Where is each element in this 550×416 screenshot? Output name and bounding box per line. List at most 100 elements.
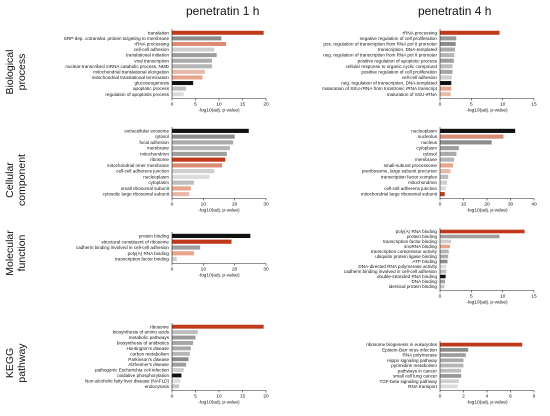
category-label: carbon metabolism [130,351,169,356]
category-label: identical protein binding [389,284,438,289]
bar [440,274,446,279]
bar [440,58,454,63]
category-label: nucleoplasm [411,128,437,133]
category-label: cytoplasm [416,146,437,151]
category-label: cytosolic large ribosomal subunit [103,192,170,197]
category-label: rRNA processing [403,30,438,35]
x-tick-label: 20 [484,202,490,208]
category-label: membrane [147,146,169,151]
category-label: maturation of SSU-rRNA from tricistronic… [322,86,438,91]
bar [440,374,462,378]
category-label: mitochondrial large ribosomal subunit [361,192,438,197]
category-label: mitochondrion [408,180,437,185]
category-label: oxidative phosphorylation [117,373,169,378]
bar [440,284,445,289]
column-title-4h: penetratin 4 h [418,4,492,18]
bar [172,140,234,145]
x-tick-label: 0 [439,102,442,108]
x-tick-label: 0 [171,202,174,208]
bar [172,257,177,262]
bar [172,346,191,351]
x-tick-label: 10 [216,102,222,108]
category-label: endocytosis [145,384,170,389]
category-label: cytosol [155,134,169,139]
category-label: gluconeogenesis [135,81,170,86]
bar [440,157,455,162]
bar [172,362,187,367]
bar [440,134,504,139]
bar [172,86,187,91]
x-tick-label: 5 [470,102,473,108]
bar [172,192,190,197]
bar [440,180,448,185]
category-label: Epstein-Barr virus infection [382,347,437,352]
category-label: transcription factor complex [381,174,438,179]
bar [172,351,190,356]
category-label: regulation of apoptosis process [105,92,169,97]
bar [440,86,452,91]
category-label: positive regulation of apoptotic process [358,58,438,63]
bar [440,347,469,352]
bar [440,269,447,274]
x-tick-label: 0 [171,267,174,273]
bar [440,384,458,389]
bar [440,81,452,86]
x-tick-label: 10 [500,102,506,108]
category-label: pos. regulation of transcription from RN… [323,42,437,47]
category-label: small-subunit processome [384,163,438,168]
bar [172,341,194,345]
bar [440,259,448,264]
category-label: Parkinson's disease [128,357,169,362]
bar [440,192,445,197]
category-label: ribosome [150,324,169,329]
category-label: TGF-beta signaling pathway [380,379,438,384]
bar [172,146,230,151]
x-tick-label: 5 [470,294,473,300]
x-tick-label: 30 [263,267,269,273]
category-label: ribosome [150,157,169,162]
bar [440,64,453,69]
category-label: snoRNA binding [404,244,437,249]
x-tick-label: 40 [531,202,537,208]
category-label: RNA polymerase [403,353,438,358]
x-tick-label: 10 [500,294,506,300]
category-label: nuclear-transcribed mRNA catabolic proce… [65,64,169,69]
category-label: mitochondrial inner membrane [107,163,169,168]
bar [172,69,205,74]
bar [440,358,464,363]
category-label: poly(A) RNA binding [396,229,438,234]
bar [440,368,462,373]
bar [172,245,201,250]
bar [172,157,226,162]
bar [440,239,452,244]
category-label: translation [148,30,170,35]
bar [440,41,456,46]
x-tick-label: 20 [263,394,269,400]
category-label: SRP-dep. cotranslat. protein targeting t… [64,36,170,41]
bar [440,249,449,254]
bar [440,140,492,145]
bar [172,186,191,191]
bar [440,36,457,41]
category-label: mitochondrial translational termination [92,75,170,80]
panel-kegg-pathway-4h: ribosome biogenesis in eukaryotesEpstein… [366,341,536,406]
x-axis-label: -log10(adj. p-value) [466,400,508,406]
bar [172,30,264,35]
x-tick-label: 5 [194,394,197,400]
category-label: mitochondrial translational elongation [93,69,169,74]
category-label: cell-cell adhesion [134,47,170,52]
x-axis-label: -log10(adj. p-value) [466,208,508,214]
category-label: small ribosomal subunit [121,186,170,191]
bar [440,128,516,133]
category-label: pathogenic Escherichia coli infection [95,368,169,373]
x-tick-label: 0 [439,294,442,300]
x-axis-label: -log10(adj. p-value) [198,273,240,279]
category-label: cellular response to organic cyclic comp… [346,64,438,69]
bar [172,378,181,383]
bar [172,373,182,378]
category-label: Non-alcoholic fatty liver disease (NAFLD… [85,378,169,383]
